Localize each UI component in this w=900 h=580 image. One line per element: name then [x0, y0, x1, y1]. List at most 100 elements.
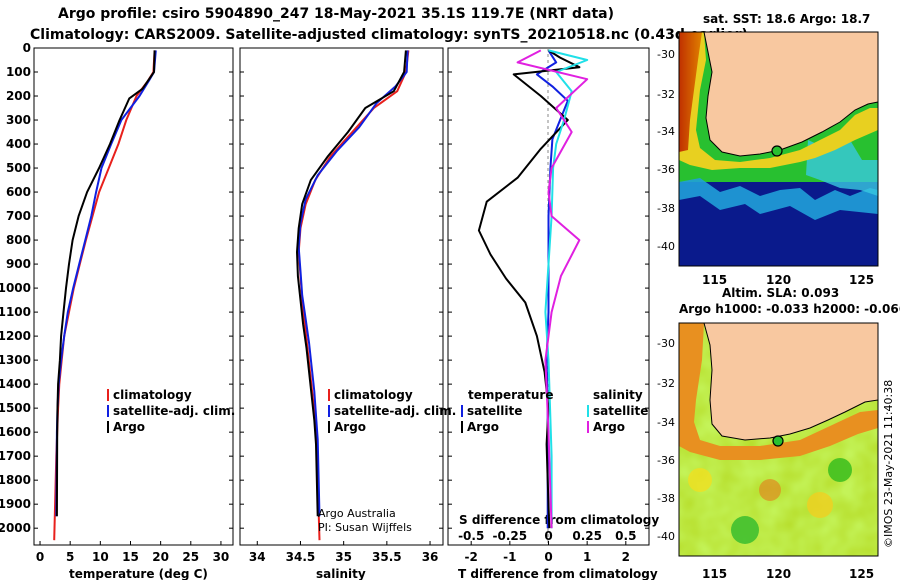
x-tick-label: 15 — [122, 550, 139, 564]
t-difference-axis-label: T difference from climatology — [458, 567, 658, 580]
x-tick-label: 35.5 — [372, 550, 402, 564]
sst-map-frame — [678, 31, 879, 267]
legend-s-argo-label: Argo — [593, 420, 625, 434]
sst-land — [703, 31, 879, 157]
sst-lat-tick: -40 — [657, 240, 675, 253]
depth-tick-label: 1800 — [0, 473, 31, 487]
depth-tick-label: 100 — [6, 65, 31, 79]
sla-map-frame — [678, 322, 879, 557]
difference-series — [477, 49, 589, 529]
sla-map: -30 -32 -34 -36 -38 -40 115 120 125 — [657, 322, 879, 580]
legend-argo-label: Argo — [113, 420, 145, 434]
x-tick-label: 34 — [249, 550, 266, 564]
x-tick-label: -1 — [503, 550, 516, 564]
sst-lat-tick: -36 — [657, 163, 675, 176]
x-tick-label: -2 — [465, 550, 478, 564]
difference-x-axis: -2 -1 0 1 2 -0.5 -0.25 0 0.25 0.5 — [458, 529, 636, 564]
depth-axis: 0 100 200 300 400 500 600 700 800 900 1000 1100 1200… — [0, 41, 649, 535]
x-tick-label: 0 — [544, 550, 552, 564]
s-tick-label: 0.25 — [572, 529, 602, 543]
s-tick-label: -0.25 — [493, 529, 528, 543]
series-line-argo — [296, 50, 407, 517]
depth-tick-label: 1700 — [0, 449, 31, 463]
x-tick-label: 0 — [36, 550, 44, 564]
legend-climatology-label: climatology — [113, 388, 192, 402]
legend-t-satellite-label: satellite — [467, 404, 522, 418]
sla-map-title-1: Altim. SLA: 0.093 — [722, 286, 840, 300]
sla-lat-tick: -30 — [657, 337, 675, 350]
salinity-legend: climatology satellite-adj. clim. Argo Ar… — [318, 388, 456, 534]
x-tick-label: 34.5 — [286, 550, 316, 564]
x-tick-label: 30 — [213, 550, 230, 564]
depth-tick-label: 1400 — [0, 377, 31, 391]
depth-tick-label: 200 — [6, 89, 31, 103]
legend-salinity-title: salinity — [593, 388, 643, 402]
x-tick-label: 36 — [422, 550, 439, 564]
legend-temperature-title: temperature — [468, 388, 553, 402]
temperature-x-axis: 0 5 10 15 20 25 30 — [36, 541, 229, 564]
series-line-satellite-adj-clim- — [297, 50, 409, 517]
sst-map: -30 -32 -34 -36 -38 -40 115 120 125 — [657, 31, 879, 287]
sla-lon-tick: 120 — [766, 567, 791, 580]
legend-satellite-label: satellite-adj. clim. — [334, 404, 456, 418]
series-line-t-argo — [477, 49, 581, 529]
legend-s-satellite-label: satellite — [593, 404, 648, 418]
depth-tick-label: 900 — [6, 257, 31, 271]
sla-eddy-negative — [828, 458, 852, 482]
depth-tick-label: 0 — [23, 41, 31, 55]
depth-tick-label: 500 — [6, 161, 31, 175]
series-line-s-argo — [516, 49, 589, 529]
salinity-x-axis: 34 34.5 35 35.5 36 — [249, 541, 438, 564]
sla-eddy-positive — [759, 479, 781, 501]
credit-pi: PI: Susan Wijffels — [318, 521, 412, 534]
sla-argo-location-marker — [772, 435, 784, 447]
sla-eddy-negative — [731, 516, 759, 544]
salinity-series — [296, 50, 410, 541]
sla-lat-tick: -38 — [657, 492, 675, 505]
s-tick-label: 0.5 — [615, 529, 636, 543]
depth-tick-label: 800 — [6, 233, 31, 247]
depth-tick-label: 700 — [6, 209, 31, 223]
depth-tick-label: 2000 — [0, 521, 31, 535]
legend-t-argo-label: Argo — [467, 420, 499, 434]
depth-tick-label: 600 — [6, 185, 31, 199]
sst-lat-tick: -30 — [657, 48, 675, 61]
sla-lat-tick: -34 — [657, 416, 675, 429]
sst-lon-tick: 125 — [849, 273, 874, 287]
x-tick-label: 35 — [335, 550, 352, 564]
depth-tick-label: 1300 — [0, 353, 31, 367]
s-tick-label: 0 — [544, 529, 552, 543]
temperature-legend: climatology satellite-adj. clim. Argo — [107, 388, 235, 434]
legend-argo-label: Argo — [334, 420, 366, 434]
x-tick-label: 10 — [92, 550, 109, 564]
sst-leeuwin-current — [679, 32, 702, 152]
credit-argo-australia: Argo Australia — [318, 507, 396, 520]
depth-tick-label: 1100 — [0, 305, 31, 319]
sst-lat-tick: -38 — [657, 202, 675, 215]
legend-climatology-label: climatology — [334, 388, 413, 402]
s-difference-axis-label: S difference from climatology — [459, 513, 659, 527]
depth-tick-label: 1200 — [0, 329, 31, 343]
imos-credit: ©IMOS 23-May-2021 11:40:38 — [882, 380, 895, 548]
salinity-panel-frame — [239, 47, 444, 546]
sla-eddy-positive — [688, 468, 712, 492]
difference-legend: temperature satellite Argo salinity sate… — [461, 388, 648, 434]
depth-tick-label: 300 — [6, 113, 31, 127]
x-tick-label: 20 — [152, 550, 169, 564]
temperature-axis-label: temperature (deg C) — [69, 567, 208, 580]
salinity-axis-label: salinity — [316, 567, 366, 580]
temperature-series — [53, 50, 157, 541]
x-tick-label: 1 — [583, 550, 591, 564]
sst-lon-tick: 115 — [702, 273, 727, 287]
sla-lat-tick: -32 — [657, 377, 675, 390]
depth-tick-label: 1500 — [0, 401, 31, 415]
temperature-panel-frame — [33, 47, 234, 546]
sst-lat-tick: -32 — [657, 88, 675, 101]
sla-lon-tick: 125 — [849, 567, 874, 580]
depth-tick-label: 1600 — [0, 425, 31, 439]
sst-map-title: sat. SST: 18.6 Argo: 18.7 — [703, 12, 871, 26]
depth-tick-label: 1000 — [0, 281, 31, 295]
sst-lon-tick: 120 — [766, 273, 791, 287]
sst-deep-cold — [679, 196, 878, 266]
